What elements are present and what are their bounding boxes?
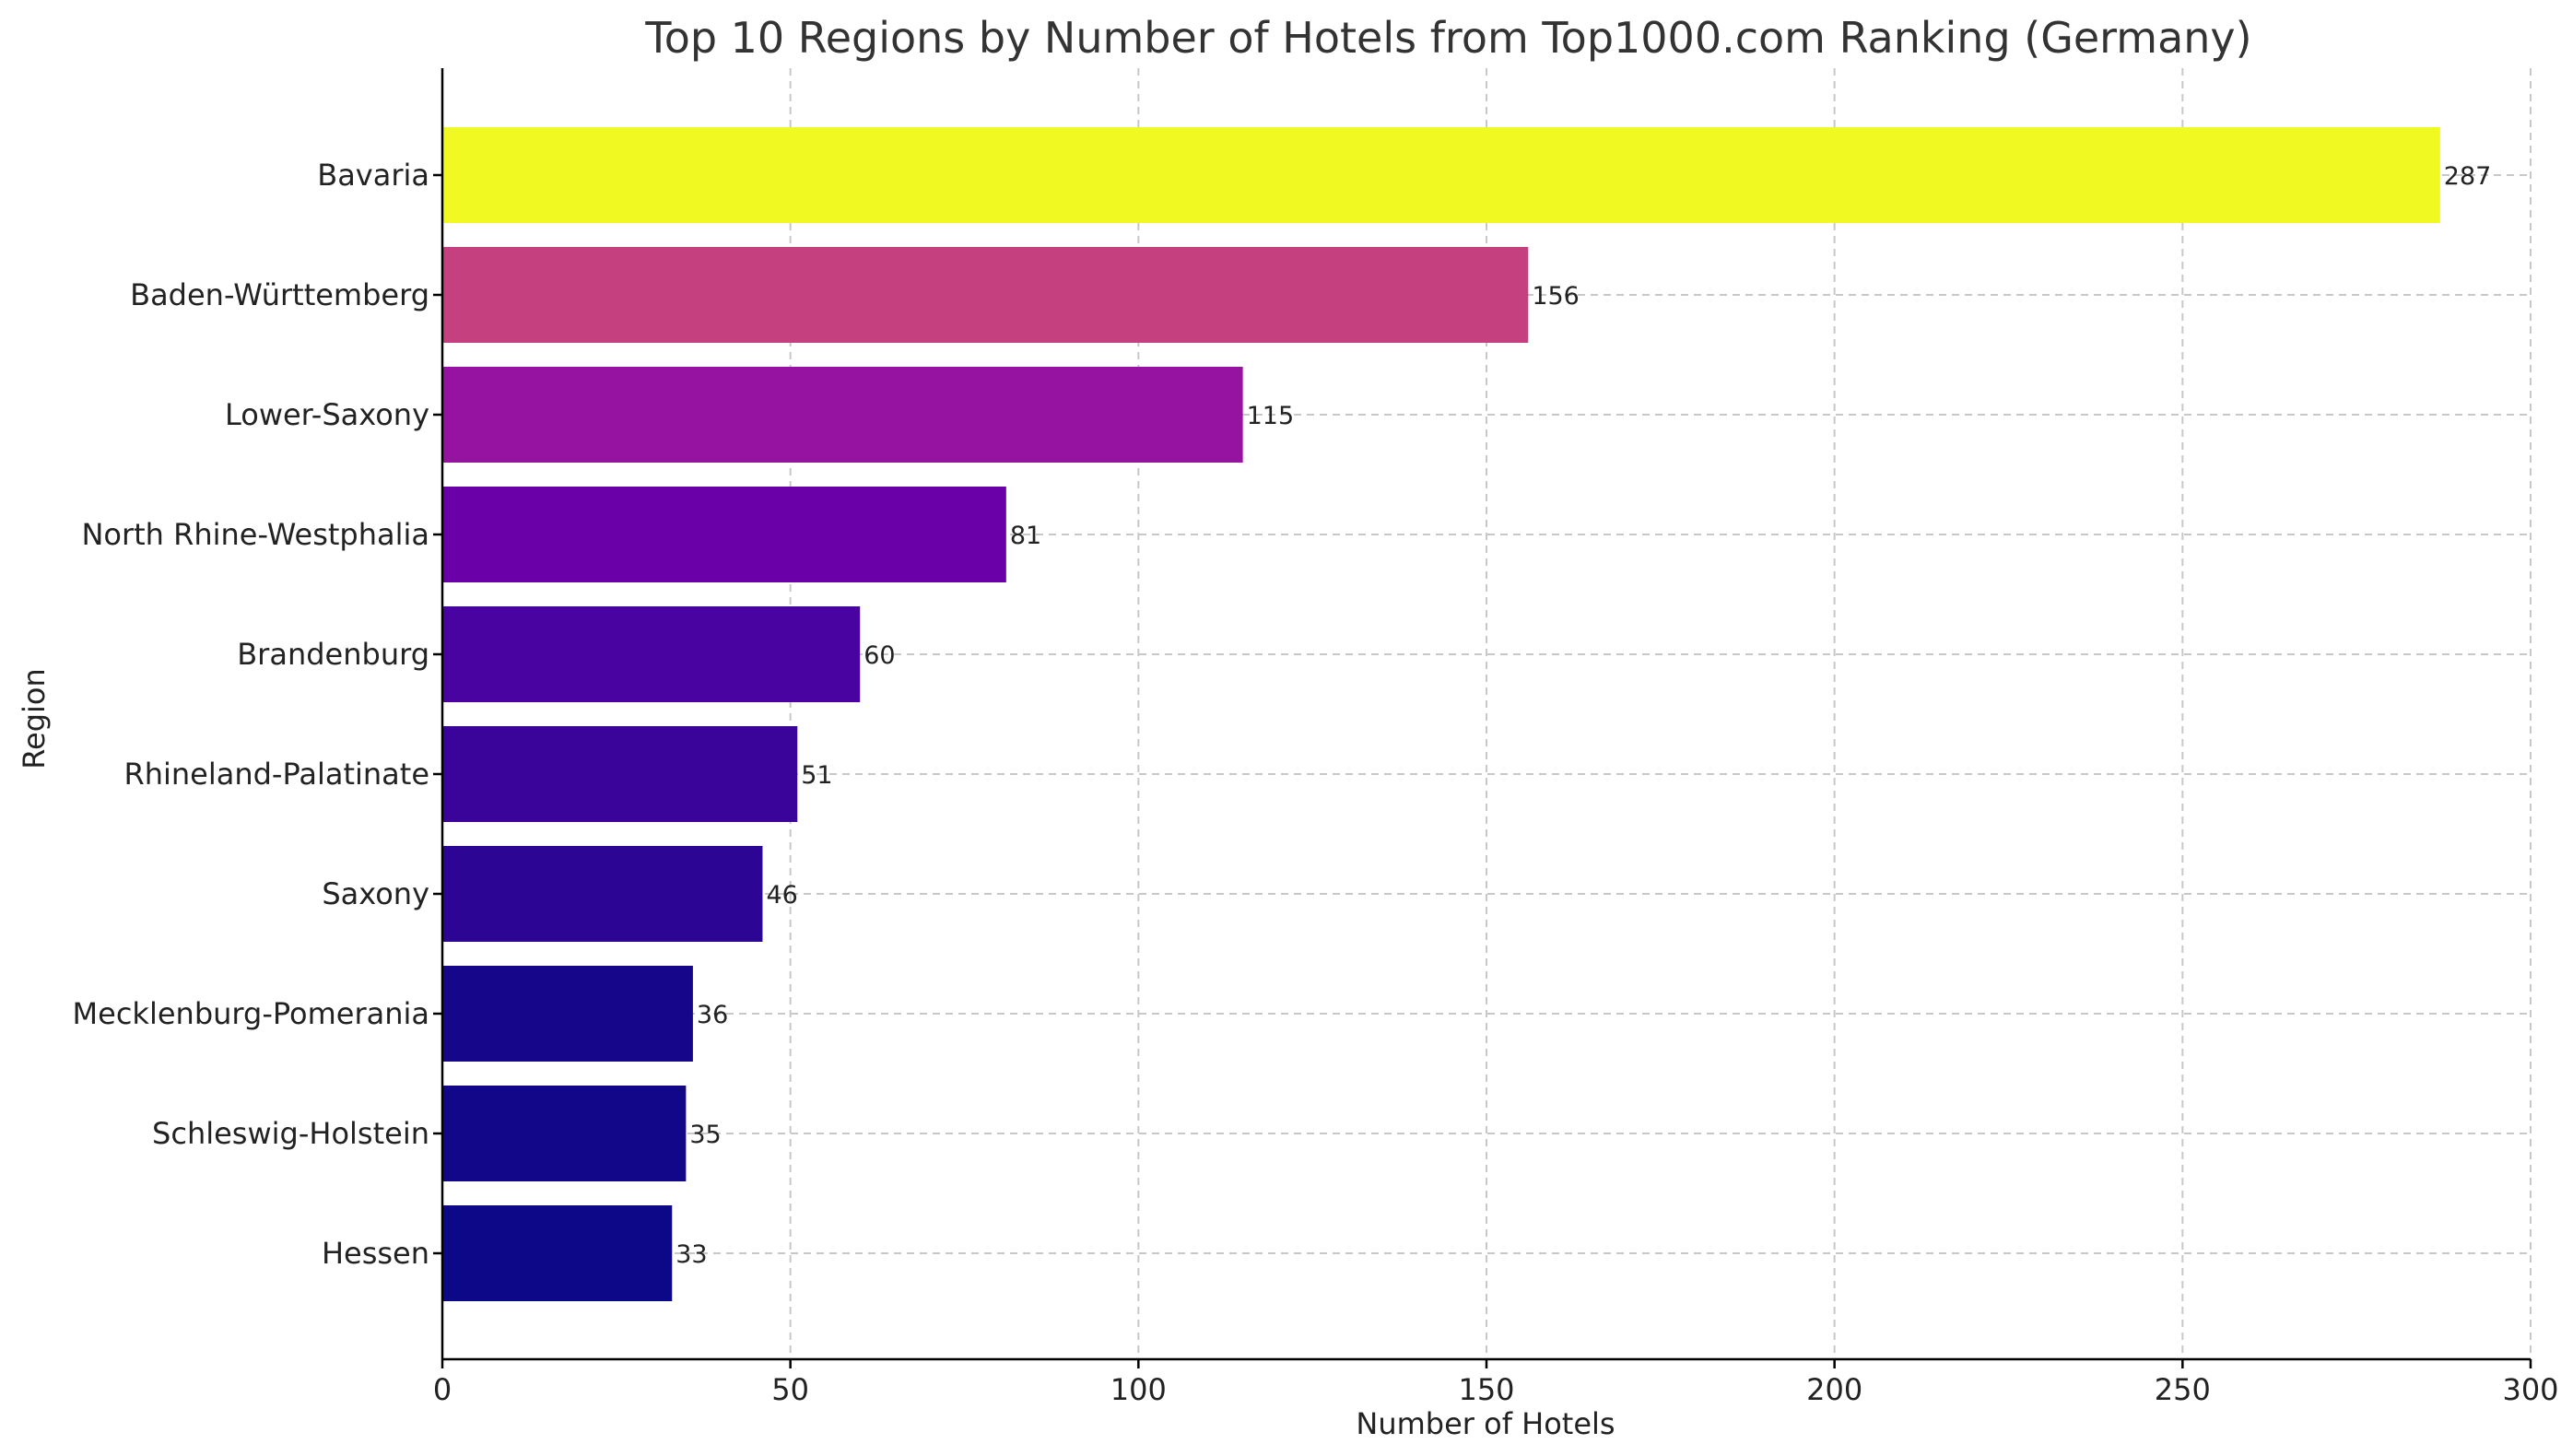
- bar: [442, 966, 693, 1062]
- bar-value-label: 35: [689, 1121, 721, 1149]
- y-tick-label: Saxony: [322, 876, 429, 911]
- bar: [442, 127, 2440, 223]
- bar: [442, 1205, 673, 1301]
- x-tick-label: 200: [1806, 1372, 1862, 1407]
- x-tick-label: 150: [1458, 1372, 1514, 1407]
- bar-value-label: 81: [1010, 522, 1041, 550]
- x-tick-label: 250: [2155, 1372, 2211, 1407]
- y-tick-label: Schleswig-Holstein: [152, 1116, 429, 1151]
- bar-value-label: 46: [766, 881, 797, 910]
- y-tick-label: Bavaria: [317, 158, 429, 193]
- bar: [442, 487, 1006, 582]
- bar-value-label: 287: [2444, 162, 2492, 191]
- y-tick-label: North Rhine-Westphalia: [81, 517, 429, 552]
- x-tick-label: 0: [433, 1372, 452, 1407]
- x-axis-label: Number of Hotels: [1356, 1406, 1615, 1441]
- bar: [442, 846, 763, 942]
- bars: 287 156 115 81 60 51 46 36 35 33: [442, 127, 2491, 1301]
- bar-value-label: 33: [675, 1240, 707, 1269]
- grid-lines: [441, 68, 2532, 1359]
- bar: [442, 726, 798, 822]
- bar-value-label: 60: [863, 641, 895, 670]
- bar: [442, 1086, 687, 1181]
- axes: 0 50 100 150 200 250 300 Bavaria Baden-Württembe…: [73, 68, 2559, 1407]
- y-tick-label: Lower-Saxony: [225, 397, 429, 432]
- x-tick-label: 300: [2502, 1372, 2558, 1407]
- bar: [442, 247, 1529, 343]
- y-tick-label: Hessen: [322, 1236, 429, 1271]
- bar-value-label: 36: [697, 1001, 728, 1029]
- x-tick-label: 100: [1110, 1372, 1167, 1407]
- bar-value-label: 51: [801, 761, 832, 790]
- bar-value-label: 115: [1247, 402, 1295, 430]
- chart-title: Top 10 Regions by Number of Hotels from …: [644, 13, 2251, 63]
- y-tick-label: Baden-Württemberg: [130, 277, 429, 312]
- y-axis-label: Region: [17, 668, 52, 769]
- bar: [442, 367, 1243, 463]
- y-tick-label: Brandenburg: [237, 637, 429, 672]
- y-tick-label: Rhineland-Palatinate: [123, 757, 429, 792]
- bar: [442, 606, 861, 702]
- bar-value-label: 156: [1532, 282, 1580, 311]
- y-tick-label: Mecklenburg-Pomerania: [73, 996, 429, 1031]
- x-tick-label: 50: [771, 1372, 809, 1407]
